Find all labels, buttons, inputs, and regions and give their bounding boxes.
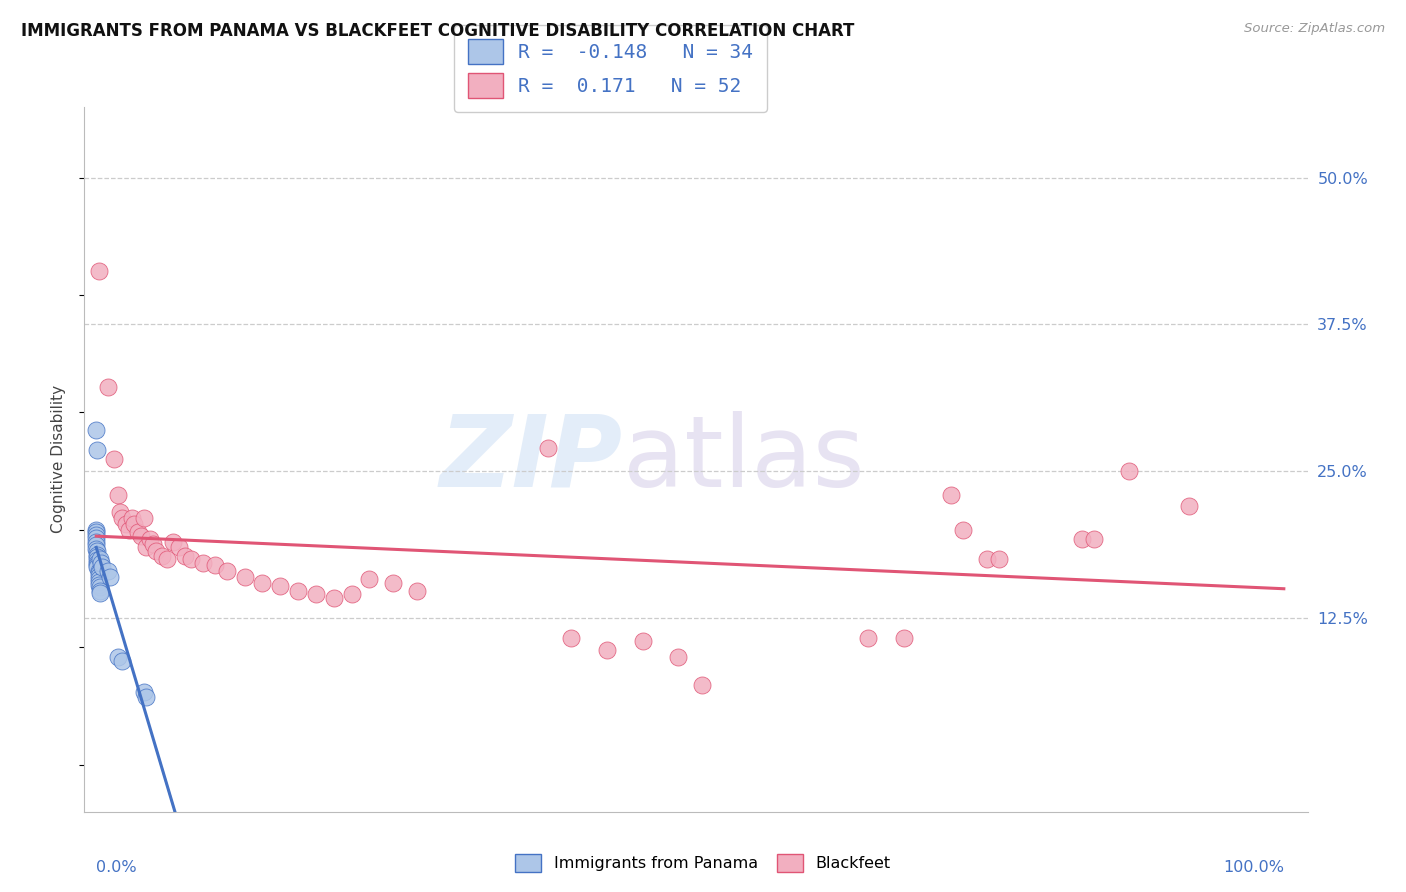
Point [1118, 464, 1140, 478]
Point [269, 579, 291, 593]
Point [108, 505, 131, 519]
Point [111, 511, 134, 525]
Point [87, 564, 110, 578]
Point [666, 649, 689, 664]
Point [115, 516, 138, 531]
Legend: R =  -0.148   N = 34, R =  0.171   N = 52: R = -0.148 N = 34, R = 0.171 N = 52 [454, 25, 766, 112]
Point [952, 523, 974, 537]
Text: Source: ZipAtlas.com: Source: ZipAtlas.com [1244, 22, 1385, 36]
Point [89, 552, 111, 566]
Point [122, 516, 145, 531]
Point [169, 541, 191, 555]
Point [215, 564, 238, 578]
Point [87, 568, 110, 582]
Point [287, 583, 309, 598]
Point [86, 442, 108, 457]
Point [84, 525, 107, 540]
Point [132, 685, 155, 699]
Point [131, 529, 153, 543]
Y-axis label: Cognitive Disability: Cognitive Disability [51, 385, 66, 533]
Point [340, 587, 363, 601]
Point [976, 552, 998, 566]
Text: 0.0%: 0.0% [96, 860, 136, 875]
Point [162, 534, 184, 549]
Point [84, 541, 107, 556]
Point [89, 583, 111, 598]
Point [893, 631, 915, 645]
Point [90, 556, 112, 570]
Point [191, 556, 214, 570]
Point [84, 534, 107, 549]
Point [84, 423, 107, 437]
Point [86, 548, 108, 562]
Point [1071, 533, 1094, 547]
Point [86, 544, 108, 558]
Point [690, 678, 713, 692]
Point [86, 558, 108, 573]
Text: ZIP: ZIP [440, 411, 623, 508]
Text: IMMIGRANTS FROM PANAMA VS BLACKFEET COGNITIVE DISABILITY CORRELATION CHART: IMMIGRANTS FROM PANAMA VS BLACKFEET COGN… [21, 22, 855, 40]
Point [89, 586, 111, 600]
Point [856, 631, 879, 645]
Point [1083, 533, 1105, 547]
Point [97, 379, 120, 393]
Text: atlas: atlas [623, 411, 865, 508]
Point [135, 541, 157, 555]
Point [631, 634, 654, 648]
Point [87, 574, 110, 589]
Point [86, 549, 108, 564]
Point [87, 264, 110, 278]
Point [107, 649, 129, 664]
Point [91, 560, 114, 574]
Point [111, 654, 134, 668]
Point [127, 525, 149, 540]
Point [322, 591, 344, 605]
Point [86, 560, 108, 574]
Point [107, 487, 129, 501]
Point [84, 538, 107, 552]
Point [204, 558, 226, 573]
Point [118, 523, 141, 537]
Point [560, 631, 582, 645]
Point [87, 566, 110, 581]
Point [87, 578, 110, 592]
Point [180, 552, 202, 566]
Point [305, 587, 328, 601]
Point [86, 553, 108, 567]
Point [145, 544, 167, 558]
Point [103, 452, 125, 467]
Point [138, 533, 160, 547]
Point [142, 537, 165, 551]
Point [941, 487, 963, 501]
Point [233, 570, 256, 584]
Legend: Immigrants from Panama, Blackfeet: Immigrants from Panama, Blackfeet [508, 847, 898, 880]
Point [596, 642, 619, 657]
Point [84, 531, 107, 545]
Point [89, 581, 111, 595]
Point [382, 575, 405, 590]
Point [987, 552, 1010, 566]
Point [252, 575, 274, 590]
Point [156, 552, 179, 566]
Point [97, 564, 120, 578]
Point [359, 572, 381, 586]
Point [84, 527, 107, 541]
Point [100, 570, 122, 584]
Point [174, 549, 197, 563]
Point [84, 523, 107, 537]
Point [87, 572, 110, 586]
Point [150, 549, 173, 563]
Point [406, 583, 429, 598]
Point [1178, 500, 1201, 514]
Point [86, 556, 108, 570]
Point [121, 511, 143, 525]
Point [536, 441, 558, 455]
Text: 100.0%: 100.0% [1223, 860, 1284, 875]
Point [135, 690, 157, 704]
Point [132, 511, 155, 525]
